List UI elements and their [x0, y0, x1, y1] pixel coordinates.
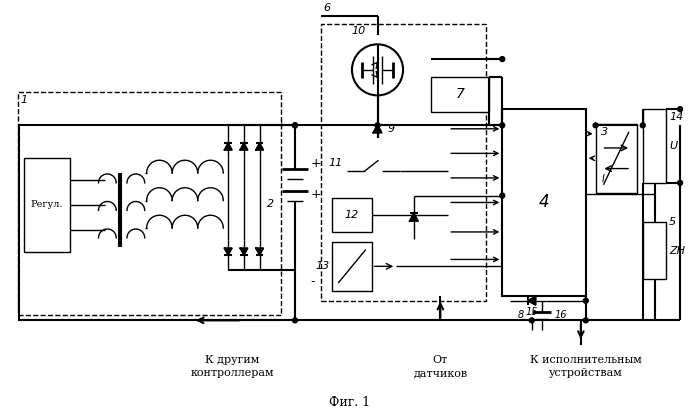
- Bar: [430, 77, 489, 112]
- Polygon shape: [240, 143, 248, 150]
- Polygon shape: [256, 248, 263, 255]
- Text: 7: 7: [456, 88, 465, 101]
- Circle shape: [500, 123, 505, 128]
- Bar: [503, 109, 586, 296]
- Bar: [643, 109, 666, 183]
- Text: +: +: [311, 157, 321, 170]
- Circle shape: [500, 193, 505, 198]
- Text: 14: 14: [669, 112, 683, 122]
- Bar: [321, 24, 486, 301]
- Bar: [18, 93, 281, 316]
- Polygon shape: [225, 143, 232, 150]
- Text: 11: 11: [329, 158, 343, 168]
- Circle shape: [375, 123, 380, 128]
- Bar: [24, 158, 70, 251]
- Text: К другим
контроллерам: К другим контроллерам: [190, 355, 274, 378]
- Bar: [332, 242, 372, 291]
- Polygon shape: [410, 213, 418, 221]
- Text: 13: 13: [315, 261, 330, 272]
- Circle shape: [529, 318, 534, 323]
- Circle shape: [293, 123, 297, 128]
- Text: 8: 8: [517, 310, 524, 321]
- Bar: [643, 222, 666, 279]
- Circle shape: [583, 298, 588, 303]
- Text: 4: 4: [539, 194, 550, 212]
- Polygon shape: [225, 248, 232, 255]
- Text: U: U: [669, 141, 678, 151]
- Text: К исполнительным
устройствам: К исполнительным устройствам: [530, 355, 642, 378]
- Text: Фиг. 1: Фиг. 1: [330, 396, 370, 409]
- Text: Регул.: Регул.: [31, 200, 63, 210]
- Polygon shape: [528, 296, 536, 305]
- Text: 5: 5: [669, 217, 676, 227]
- Text: 1: 1: [21, 95, 28, 105]
- Bar: [332, 198, 372, 232]
- Bar: [596, 124, 637, 193]
- Text: I: I: [601, 174, 604, 184]
- Text: 16: 16: [554, 310, 567, 321]
- Polygon shape: [240, 248, 248, 255]
- Text: 9: 9: [387, 124, 395, 134]
- Text: От
датчиков: От датчиков: [413, 355, 468, 378]
- Text: 2: 2: [267, 199, 274, 209]
- Polygon shape: [373, 125, 382, 133]
- Text: +: +: [276, 120, 286, 130]
- Text: ZH: ZH: [669, 246, 685, 256]
- Circle shape: [583, 318, 588, 323]
- Circle shape: [678, 180, 682, 185]
- Text: 3: 3: [601, 127, 608, 137]
- Circle shape: [500, 57, 505, 62]
- Polygon shape: [256, 143, 263, 150]
- Circle shape: [640, 123, 645, 128]
- Circle shape: [593, 123, 598, 128]
- Text: 6: 6: [323, 3, 330, 13]
- Text: 10: 10: [351, 26, 365, 36]
- Text: +: +: [311, 188, 321, 201]
- Circle shape: [293, 123, 297, 128]
- Text: 12: 12: [345, 210, 359, 220]
- Text: -: -: [311, 274, 315, 287]
- Circle shape: [293, 318, 297, 323]
- Circle shape: [678, 107, 682, 111]
- Text: 15: 15: [526, 308, 538, 318]
